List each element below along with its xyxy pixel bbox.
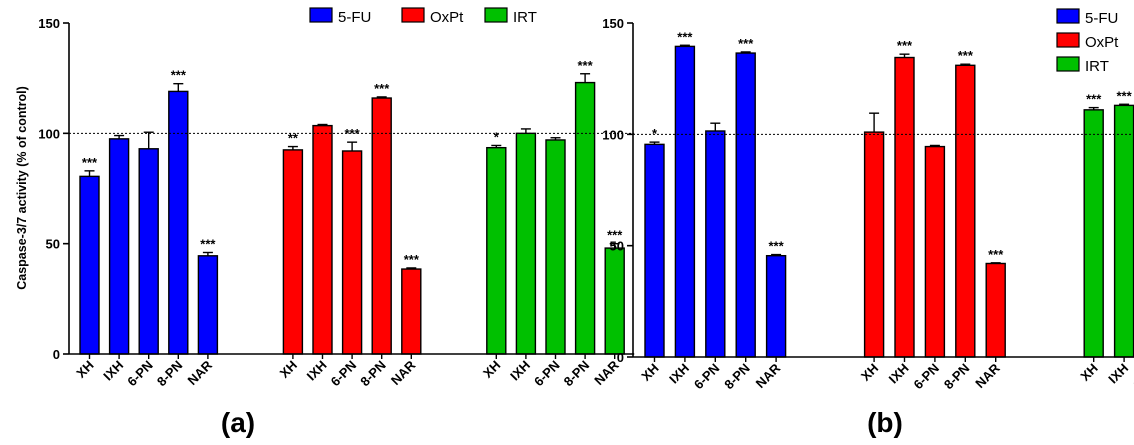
y-tick-label: 100 <box>602 127 624 142</box>
x-category-label: 8-PN <box>154 358 186 390</box>
x-category-label: XH <box>1077 361 1100 384</box>
significance-label: *** <box>200 236 216 251</box>
x-category-label: 6-PN <box>691 361 723 393</box>
x-category-label: XH <box>858 361 881 384</box>
bar <box>894 56 915 358</box>
x-category-label: 6-PN <box>124 358 156 390</box>
x-category-label: 8-PN <box>941 361 973 393</box>
bar <box>197 255 219 355</box>
bar <box>108 138 130 355</box>
bar <box>312 124 333 355</box>
bar <box>168 90 189 355</box>
significance-label: *** <box>677 29 693 44</box>
legend-label: 5-FU <box>338 9 371 26</box>
bar <box>985 262 1006 358</box>
x-category-label: NAR <box>388 357 419 388</box>
panel-label: (a) <box>221 407 255 438</box>
x-category-label: XH <box>73 358 96 381</box>
panel-label: (b) <box>867 407 903 438</box>
legend-label: 5-FU <box>1085 10 1118 27</box>
significance-label: ** <box>288 131 299 146</box>
x-category-label: 8-PN <box>561 358 593 390</box>
bar <box>341 150 363 355</box>
bar <box>138 148 159 355</box>
significance-label: *** <box>897 38 913 53</box>
legend-swatch <box>309 7 333 23</box>
legend-swatch <box>1056 8 1080 24</box>
bar <box>486 146 507 355</box>
significance-label: * <box>494 129 500 144</box>
x-category-label: IXH <box>100 358 126 384</box>
bar <box>1083 109 1104 358</box>
y-tick-label: 50 <box>610 239 624 254</box>
x-category-label: 6-PN <box>1130 361 1134 393</box>
x-category-label: 6-PN <box>328 358 360 390</box>
x-category-label: 8-PN <box>721 361 753 393</box>
bar <box>705 130 726 358</box>
significance-label: *** <box>1086 92 1102 107</box>
bar <box>765 254 787 358</box>
y-tick-label: 100 <box>38 126 60 141</box>
x-category-label: IXH <box>507 358 533 384</box>
legend-label: IRT <box>513 9 537 26</box>
significance-label: *** <box>738 36 754 51</box>
significance-label: * <box>652 126 658 141</box>
panel-a-chart: 0 50 100 150 Caspase-3/7 activity (% of cont… <box>15 7 635 438</box>
x-category-label: 8-PN <box>357 358 389 390</box>
x-category-label: XH <box>638 361 661 384</box>
bar <box>735 52 756 358</box>
y-tick-label: 0 <box>617 350 624 365</box>
bar <box>515 132 537 355</box>
legend-label: OxPt <box>430 9 464 26</box>
bar <box>545 139 566 355</box>
x-category-label: XH <box>277 358 300 381</box>
bar <box>79 175 100 355</box>
x-category-label: XH <box>480 358 503 381</box>
bar <box>955 64 976 358</box>
significance-label: *** <box>578 58 594 73</box>
legend-swatch <box>484 7 508 23</box>
significance-label: *** <box>82 155 98 170</box>
x-category-label: IXH <box>1105 361 1131 387</box>
y-tick-label: 0 <box>53 347 60 362</box>
x-category-label: 6-PN <box>910 361 942 393</box>
bar <box>1113 104 1134 358</box>
significance-label: *** <box>1117 88 1133 103</box>
bar <box>604 247 625 355</box>
y-axis-label: Caspase-3/7 activity (% of control) <box>15 86 29 290</box>
bar <box>401 268 422 355</box>
significance-label: *** <box>958 48 974 63</box>
y-tick-label: 150 <box>602 16 624 31</box>
bar <box>924 145 946 358</box>
bar <box>863 131 885 358</box>
bar <box>574 81 596 355</box>
significance-label: *** <box>171 68 187 83</box>
x-category-label: IXH <box>886 361 912 387</box>
significance-label: *** <box>374 81 390 96</box>
significance-label: *** <box>988 247 1004 262</box>
legend-swatch <box>401 7 425 23</box>
x-category-label: NAR <box>972 360 1003 391</box>
legend-label: IRT <box>1085 58 1109 75</box>
y-tick-label: 50 <box>46 237 60 252</box>
x-category-label: NAR <box>753 360 784 391</box>
significance-label: *** <box>769 239 785 254</box>
x-category-label: NAR <box>184 357 215 388</box>
significance-label: *** <box>404 252 420 267</box>
x-category-label: 6-PN <box>531 358 563 390</box>
legend-swatch <box>1056 32 1080 48</box>
y-tick-label: 150 <box>38 16 60 31</box>
x-category-label: IXH <box>666 361 692 387</box>
bar <box>674 45 696 358</box>
legend-label: OxPt <box>1085 34 1119 51</box>
legend-swatch <box>1056 56 1080 72</box>
significance-label: *** <box>607 228 623 243</box>
x-category-label: IXH <box>304 358 330 384</box>
bar <box>282 149 304 355</box>
bar <box>371 97 392 355</box>
bar <box>644 143 665 358</box>
significance-label: *** <box>345 126 361 141</box>
